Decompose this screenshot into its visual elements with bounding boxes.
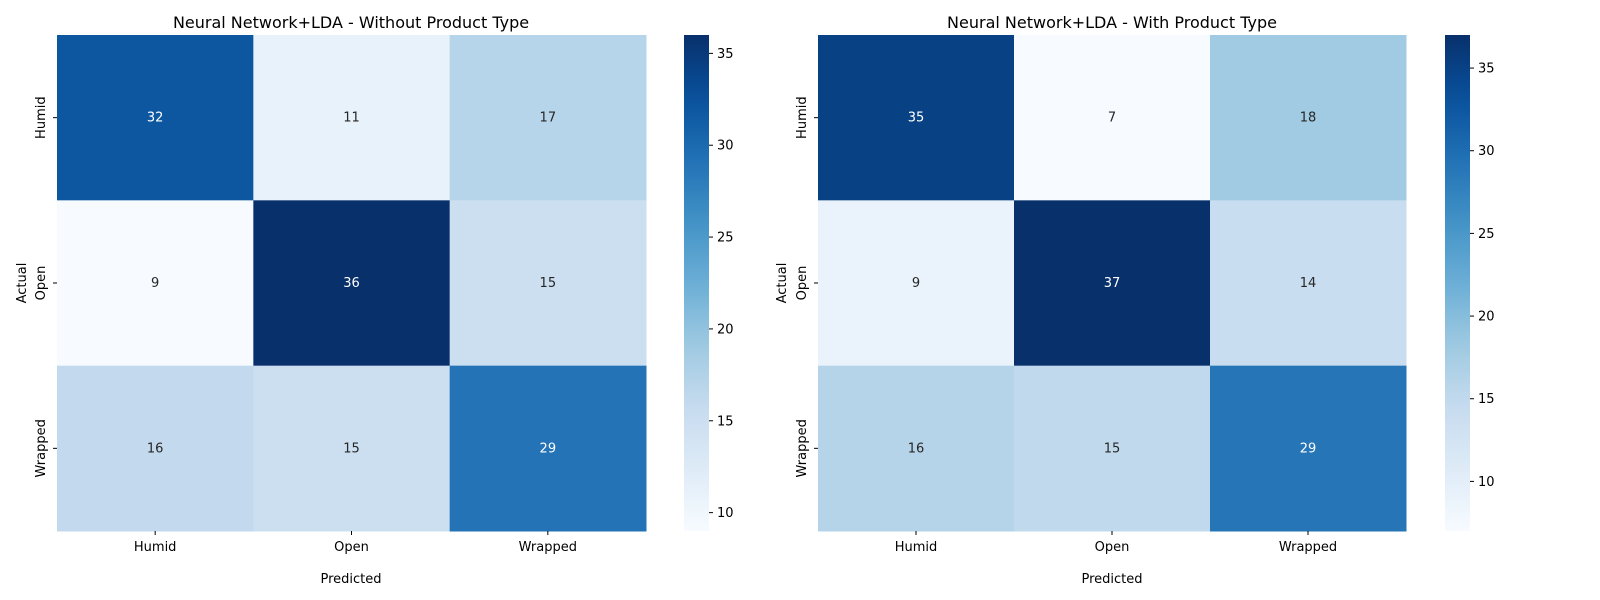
cell-value-label: 32 [147,111,164,126]
colorbar-gradient [684,35,709,531]
cell-value-label: 35 [908,111,925,126]
x-tick-label: Wrapped [1279,540,1337,555]
cell-value-label: 11 [343,111,360,126]
heatmap-cell [1014,35,1211,201]
cell-value-label: 15 [343,441,360,456]
x-tick-label: Open [334,540,369,555]
y-tick-label: Wrapped [34,419,49,477]
colorbar-tick-label: 15 [717,414,734,429]
y-axis-ticks: Humid Open Wrapped [34,96,57,478]
heatmap-cell [253,200,451,367]
x-tick-label: Wrapped [519,540,577,555]
colorbar-tick-label: 10 [1478,475,1495,490]
cell-value-label: 16 [908,441,925,456]
heatmap-panel-with-product-type: Neural Network+LDA - With Product Type 3… [775,13,1495,587]
colorbar-tick-label: 25 [1478,227,1495,242]
chart-title: Neural Network+LDA - With Product Type [947,13,1277,32]
heatmap-cell [1014,365,1211,532]
cell-value-label: 16 [147,441,164,456]
heatmap-panel-without-product-type: Neural Network+LDA - Without Product Typ… [15,13,734,587]
cell-value-label: 37 [1104,276,1121,291]
y-tick-label: Open [795,266,810,301]
cell-value-label: 7 [1108,111,1116,126]
cell-value-label: 14 [1300,276,1317,291]
heatmap-cell [57,200,254,367]
colorbar-tick-label: 15 [1478,392,1495,407]
x-tick-label: Humid [895,540,938,555]
heatmap-cells: 32 11 17 9 36 15 16 15 29 [57,35,647,532]
cell-value-label: 15 [540,276,557,291]
heatmap-cell [1210,35,1407,201]
x-axis-label: Predicted [1081,572,1142,587]
colorbar: 10 15 20 25 30 35 [1445,35,1495,531]
colorbar-tick-label: 10 [717,506,734,521]
y-axis-label: Actual [15,263,30,304]
heatmap-cell [253,365,451,532]
y-tick-label: Humid [795,96,810,139]
y-tick-label: Humid [34,96,49,139]
x-axis-ticks: Humid Open Wrapped [134,531,577,555]
heatmap-cell [818,200,1015,367]
y-tick-label: Open [34,266,49,301]
cell-value-label: 29 [540,441,557,456]
heatmap-cell [818,365,1015,532]
colorbar-tick-label: 20 [717,322,734,337]
cell-value-label: 29 [1300,441,1317,456]
heatmap-cell [1014,200,1211,367]
x-tick-label: Humid [134,540,177,555]
heatmap-cell [57,365,254,532]
heatmap-cell [1210,365,1407,532]
x-axis-label: Predicted [320,572,381,587]
heatmap-cell [253,35,451,201]
heatmap-cells: 35 7 18 9 37 14 16 15 29 [818,35,1407,532]
cell-value-label: 36 [343,276,360,291]
colorbar-tick-label: 25 [717,231,734,246]
heatmap-cell [1210,200,1407,367]
y-tick-label: Wrapped [795,419,810,477]
colorbar-tick-label: 35 [717,47,734,62]
y-axis-ticks: Humid Open Wrapped [795,96,818,478]
x-axis-ticks: Humid Open Wrapped [895,531,1337,555]
heatmap-cell [449,35,647,201]
cell-value-label: 15 [1104,441,1121,456]
heatmap-cell [449,365,647,532]
heatmap-cell [818,35,1015,201]
chart-title: Neural Network+LDA - Without Product Typ… [173,13,529,32]
colorbar: 10 15 20 25 30 35 [684,35,734,531]
cell-value-label: 9 [912,276,920,291]
colorbar-tick-label: 30 [1478,144,1495,159]
cell-value-label: 9 [151,276,159,291]
colorbar-gradient [1445,35,1470,531]
cell-value-label: 18 [1300,111,1317,126]
cell-value-label: 17 [540,111,557,126]
x-tick-label: Open [1095,540,1130,555]
heatmap-cell [449,200,647,367]
y-axis-label: Actual [775,263,790,304]
colorbar-tick-label: 35 [1478,62,1495,77]
heatmap-cell [57,35,254,201]
colorbar-tick-label: 20 [1478,310,1495,325]
colorbar-tick-label: 30 [717,139,734,154]
